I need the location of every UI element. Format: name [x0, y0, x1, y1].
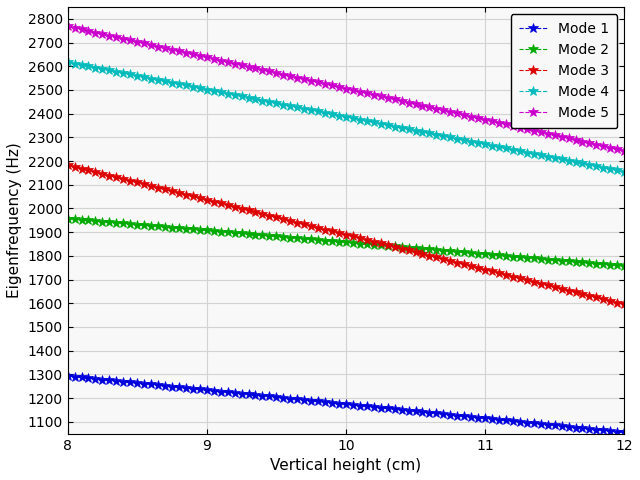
Mode 2 — [620, 263, 628, 269]
Mode 4 — [620, 169, 628, 175]
Mode 1 — [64, 373, 72, 379]
Mode 4 — [370, 120, 378, 125]
Line: Mode 4: Mode 4 — [63, 57, 629, 177]
Mode 3 — [474, 265, 482, 271]
Mode 1 — [544, 422, 552, 428]
Mode 3 — [64, 162, 72, 168]
Y-axis label: Eigenfrequency (Hz): Eigenfrequency (Hz) — [7, 143, 22, 298]
Mode 2 — [564, 258, 572, 264]
Mode 4 — [64, 60, 72, 65]
Mode 5 — [620, 148, 628, 154]
Line: Mode 2: Mode 2 — [63, 214, 629, 271]
Mode 1 — [564, 424, 572, 430]
X-axis label: Vertical height (cm): Vertical height (cm) — [270, 458, 422, 473]
Mode 3 — [564, 288, 572, 293]
Mode 4 — [474, 140, 482, 146]
Mode 3 — [412, 249, 419, 255]
Mode 4 — [544, 154, 552, 159]
Line: Mode 5: Mode 5 — [63, 22, 629, 156]
Mode 5 — [412, 101, 419, 107]
Mode 3 — [516, 276, 524, 281]
Mode 1 — [474, 415, 482, 420]
Mode 5 — [564, 135, 572, 141]
Mode 2 — [64, 216, 72, 221]
Line: Mode 1: Mode 1 — [63, 371, 629, 437]
Mode 4 — [564, 158, 572, 164]
Mode 5 — [516, 125, 524, 131]
Mode 2 — [370, 242, 378, 248]
Mode 3 — [544, 282, 552, 288]
Mode 3 — [370, 239, 378, 245]
Line: Mode 3: Mode 3 — [63, 160, 629, 309]
Mode 4 — [412, 128, 419, 133]
Mode 5 — [64, 24, 72, 29]
Mode 5 — [474, 115, 482, 121]
Mode 1 — [370, 404, 378, 410]
Mode 1 — [516, 419, 524, 425]
Mode 1 — [620, 430, 628, 435]
Mode 5 — [370, 92, 378, 98]
Mode 2 — [544, 257, 552, 263]
Mode 5 — [544, 131, 552, 137]
Mode 2 — [412, 245, 419, 251]
Legend: Mode 1, Mode 2, Mode 3, Mode 4, Mode 5: Mode 1, Mode 2, Mode 3, Mode 4, Mode 5 — [511, 14, 618, 128]
Mode 2 — [516, 254, 524, 260]
Mode 3 — [620, 301, 628, 307]
Mode 2 — [474, 251, 482, 256]
Mode 4 — [516, 148, 524, 154]
Mode 1 — [412, 408, 419, 414]
